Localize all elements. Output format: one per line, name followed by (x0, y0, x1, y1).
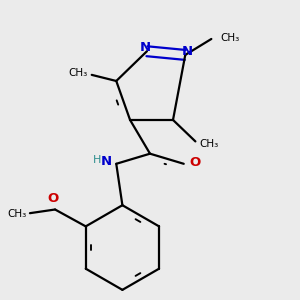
Text: CH₃: CH₃ (8, 209, 27, 219)
Text: CH₃: CH₃ (199, 140, 218, 149)
Text: O: O (189, 156, 200, 169)
Text: N: N (182, 45, 193, 58)
Text: H: H (93, 154, 101, 164)
Text: CH₃: CH₃ (69, 68, 88, 78)
Text: N: N (140, 41, 151, 54)
Text: N: N (100, 155, 112, 168)
Text: O: O (47, 192, 58, 205)
Text: CH₃: CH₃ (220, 33, 239, 43)
